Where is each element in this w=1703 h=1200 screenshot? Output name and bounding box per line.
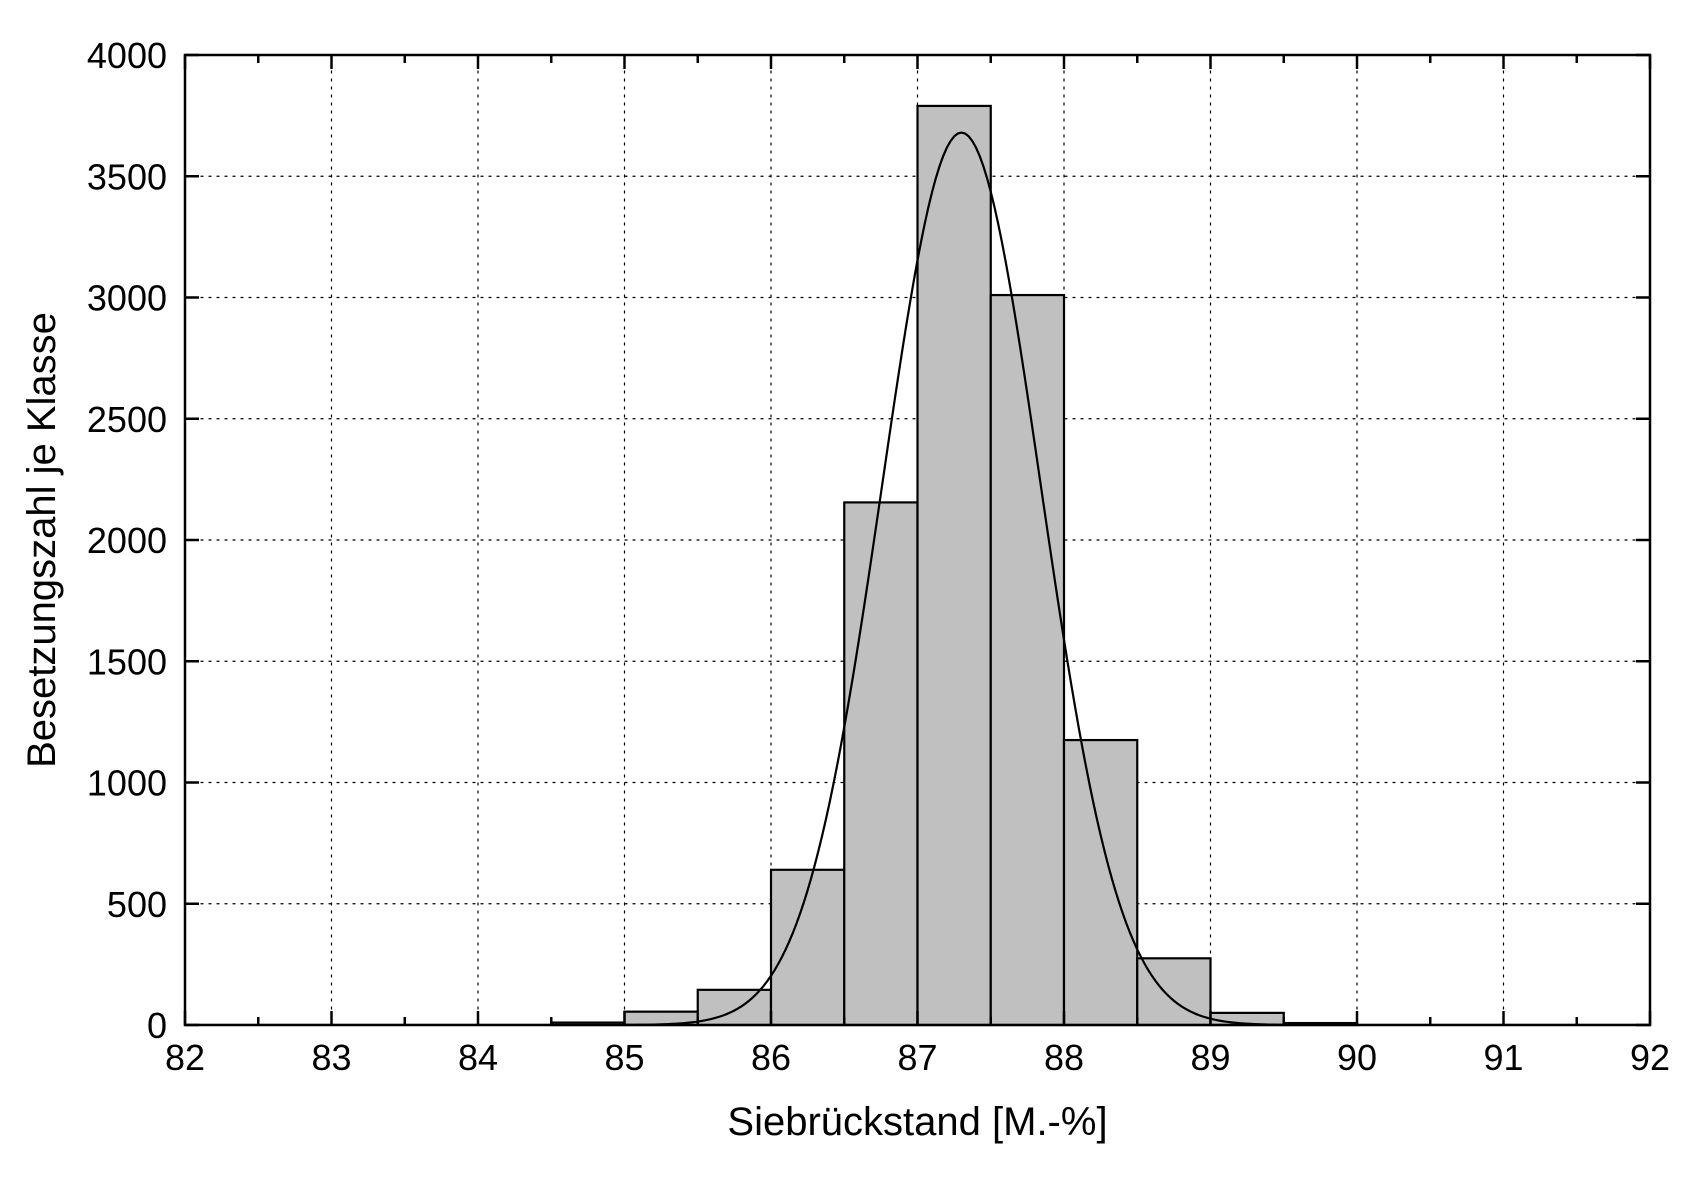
y-tick-label: 2000 bbox=[87, 520, 167, 561]
x-axis-label: Siebrückstand [M.-%] bbox=[727, 1100, 1107, 1144]
histogram-bar bbox=[991, 295, 1064, 1025]
x-tick-label: 86 bbox=[751, 1037, 791, 1078]
y-tick-label: 4000 bbox=[87, 35, 167, 76]
y-tick-label: 1500 bbox=[87, 641, 167, 682]
x-tick-label: 83 bbox=[311, 1037, 351, 1078]
y-tick-label: 500 bbox=[107, 884, 167, 925]
y-tick-label: 2500 bbox=[87, 399, 167, 440]
x-tick-label: 82 bbox=[165, 1037, 205, 1078]
x-tick-label: 84 bbox=[458, 1037, 498, 1078]
histogram-bar bbox=[844, 502, 917, 1025]
x-tick-label: 87 bbox=[897, 1037, 937, 1078]
y-tick-label: 3500 bbox=[87, 156, 167, 197]
x-tick-label: 90 bbox=[1337, 1037, 1377, 1078]
x-tick-label: 89 bbox=[1190, 1037, 1230, 1078]
x-tick-label: 85 bbox=[604, 1037, 644, 1078]
y-axis-label: Besetzungszahl je Klasse bbox=[20, 312, 64, 768]
y-tick-label: 0 bbox=[147, 1005, 167, 1046]
x-tick-label: 92 bbox=[1630, 1037, 1670, 1078]
y-tick-label: 3000 bbox=[87, 278, 167, 319]
histogram-bar bbox=[918, 106, 991, 1025]
y-tick-label: 1000 bbox=[87, 763, 167, 804]
x-tick-label: 88 bbox=[1044, 1037, 1084, 1078]
histogram-bar bbox=[1064, 740, 1137, 1025]
x-tick-label: 91 bbox=[1483, 1037, 1523, 1078]
